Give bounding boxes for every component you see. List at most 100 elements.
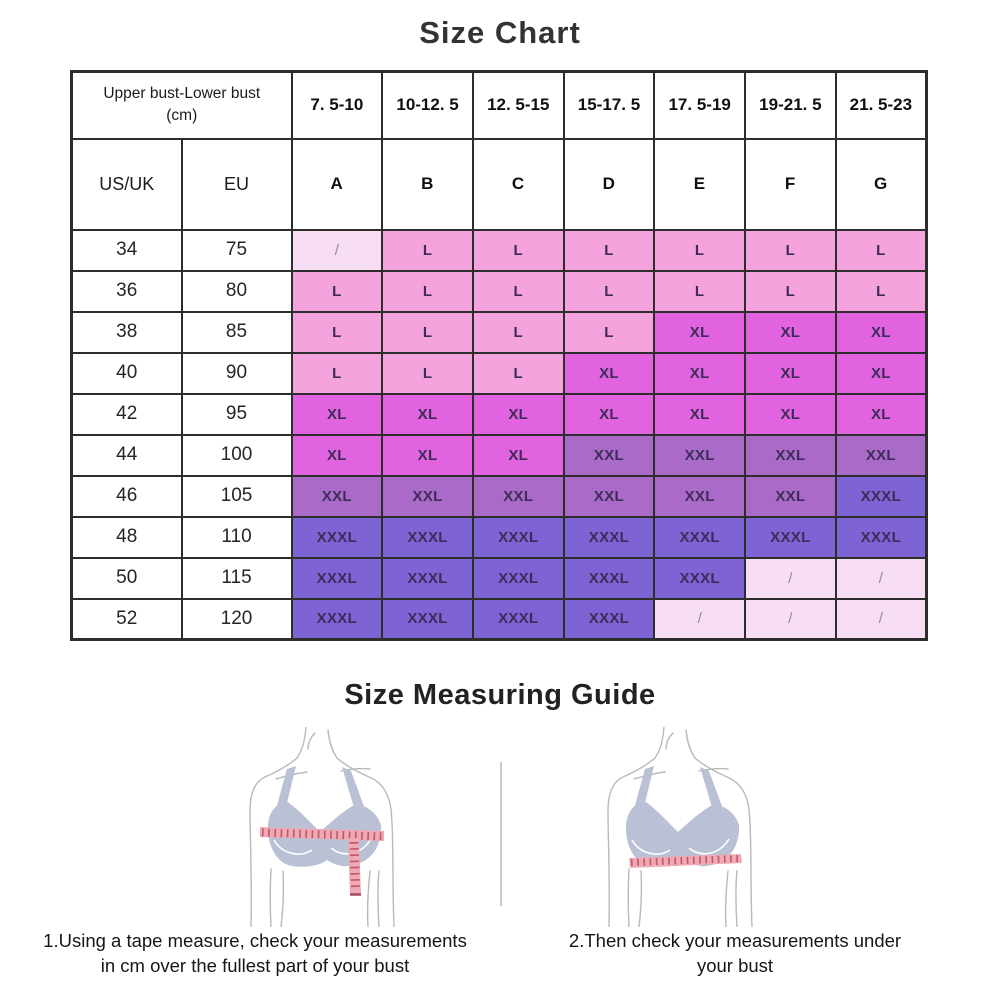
size-cell: L — [562, 310, 656, 354]
size-cell: XXXL — [562, 515, 656, 559]
size-cell: L — [834, 269, 928, 313]
size-cell: XXXL — [471, 597, 565, 641]
table-row: 40 90 L L L XL XL XL XL — [70, 351, 928, 395]
size-chart-body: 34 75/L L L L L L 36 80 L L L L L L L 38 85 L L L L XL XL XL 40 90… — [70, 228, 928, 641]
cup-header-cell: B — [381, 137, 474, 231]
size-cell: L — [471, 310, 565, 354]
size-cell: XXXL — [381, 515, 474, 559]
size-cell: L — [744, 228, 837, 272]
size-cell: XL — [834, 310, 928, 354]
cup-header-cell: G — [834, 137, 928, 231]
size-cell: XL — [562, 351, 656, 395]
eu-size-cell: 95 — [180, 392, 293, 436]
cup-header-cell: C — [471, 137, 565, 231]
size-cell: XXXL — [381, 556, 474, 600]
size-cell: XXL — [562, 474, 656, 518]
us-uk-header-cell: US/UK — [70, 137, 183, 231]
size-cell: / — [744, 597, 837, 641]
size-cell: XL — [653, 351, 747, 395]
range-header-cell: 12. 5-15 — [471, 70, 565, 140]
size-cell: / — [653, 597, 747, 641]
size-cell: XL — [381, 392, 474, 436]
size-cell: XXL — [744, 433, 837, 477]
us-uk-size-cell: 46 — [70, 474, 183, 518]
size-cell: XXXL — [290, 515, 384, 559]
step-2-caption: 2.Then check your measurements under you… — [505, 928, 965, 978]
table-row: 36 80 L L L L L L L — [70, 269, 928, 313]
size-cell: XXXL — [653, 556, 747, 600]
size-cell: L — [562, 228, 656, 272]
size-cell: XL — [653, 310, 747, 354]
range-header-cell: 7. 5-10 — [290, 70, 384, 140]
us-uk-size-cell: 38 — [70, 310, 183, 354]
step-2-line-1: 2.Then check your measurements under — [568, 930, 902, 951]
size-cell: XXXL — [834, 515, 928, 559]
eu-size-cell: 115 — [180, 556, 293, 600]
size-cell: XXL — [381, 474, 474, 518]
size-cell: L — [290, 310, 384, 354]
size-cell: / — [290, 228, 384, 272]
size-chart-header: Upper bust-Lower bust (cm) 7. 5-10 10-12. 5… — [70, 70, 928, 231]
size-cell: XXXL — [471, 556, 565, 600]
cup-header-cell: F — [744, 137, 837, 231]
size-cell: XXXL — [290, 556, 384, 600]
size-cell: XXXL — [290, 597, 384, 641]
size-cell: XL — [381, 433, 474, 477]
size-cell: L — [744, 269, 837, 313]
header-row-cups: US/UK EU A B C D E F G — [70, 137, 928, 231]
header-row-ranges: Upper bust-Lower bust (cm) 7. 5-10 10-12. 5… — [70, 70, 928, 140]
us-uk-size-cell: 36 — [70, 269, 183, 313]
under-bust-measure-illustration — [607, 727, 753, 927]
size-cell: XXL — [834, 433, 928, 477]
tape-measure-graphic — [260, 827, 384, 896]
size-cell: / — [744, 556, 837, 600]
size-chart-table: Upper bust-Lower bust (cm) 7. 5-10 10-12. 5… — [70, 70, 928, 641]
size-cell: / — [834, 556, 928, 600]
size-cell: L — [381, 310, 474, 354]
table-row: 34 75/L L L L L L — [70, 228, 928, 272]
figures-divider — [500, 762, 502, 906]
size-cell: L — [381, 351, 474, 395]
table-row: 42 95 XL XL XL XL XL XL XL — [70, 392, 928, 436]
table-row: 46 105 XXL XXL XXL XXL XXL XXL XXXL — [70, 474, 928, 518]
size-cell: XXL — [290, 474, 384, 518]
us-uk-size-cell: 40 — [70, 351, 183, 395]
us-uk-size-cell: 48 — [70, 515, 183, 559]
size-cell: XXXL — [653, 515, 747, 559]
size-cell: L — [381, 228, 474, 272]
size-cell: XL — [290, 392, 384, 436]
table-row: 48 110 XXXL XXXL XXXL XXXL XXXL XXXL XXXL — [70, 515, 928, 559]
size-cell: XL — [471, 433, 565, 477]
corner-header-cell: Upper bust-Lower bust (cm) — [70, 70, 293, 140]
us-uk-size-cell: 44 — [70, 433, 183, 477]
size-cell: XL — [653, 392, 747, 436]
size-chart-table-wrap: Upper bust-Lower bust (cm) 7. 5-10 10-12. 5… — [70, 70, 928, 641]
size-cell: L — [471, 228, 565, 272]
eu-size-cell: 85 — [180, 310, 293, 354]
size-cell: XXXL — [744, 515, 837, 559]
size-cell: XL — [744, 392, 837, 436]
range-header-cell: 19-21. 5 — [744, 70, 837, 140]
eu-size-cell: 80 — [180, 269, 293, 313]
us-uk-size-cell: 52 — [70, 597, 183, 641]
size-cell: L — [562, 269, 656, 313]
step-2-line-2: your bust — [696, 955, 774, 976]
eu-size-cell: 120 — [180, 597, 293, 641]
eu-size-cell: 105 — [180, 474, 293, 518]
us-uk-size-cell: 34 — [70, 228, 183, 272]
eu-header-cell: EU — [180, 137, 293, 231]
step-1-caption: 1.Using a tape measure, check your measu… — [5, 928, 505, 978]
size-cell: XL — [290, 433, 384, 477]
size-cell: XXXL — [381, 597, 474, 641]
size-cell: L — [834, 228, 928, 272]
size-cell: XXL — [653, 474, 747, 518]
cup-header-cell: A — [290, 137, 384, 231]
size-cell: L — [471, 351, 565, 395]
size-cell: XXXL — [562, 556, 656, 600]
range-header-cell: 10-12. 5 — [381, 70, 474, 140]
range-header-cell: 17. 5-19 — [653, 70, 747, 140]
guide-title: Size Measuring Guide — [344, 679, 656, 711]
size-cell: XL — [471, 392, 565, 436]
size-cell: XXL — [653, 433, 747, 477]
